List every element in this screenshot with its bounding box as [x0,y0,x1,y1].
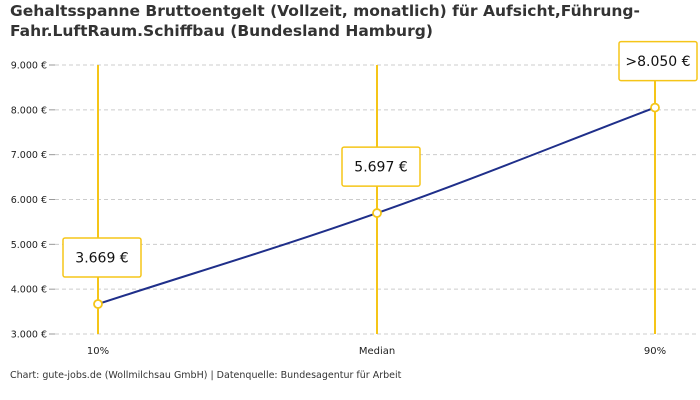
y-tick-label: 5.000 € [11,240,47,251]
chart-footer: Chart: gute-jobs.de (Wollmilchsau GmbH) … [10,370,402,381]
y-tick-label: 3.000 € [11,330,47,341]
data-point [93,299,103,309]
y-tick-label: 7.000 € [11,150,47,161]
x-tick-label: 90% [644,346,666,357]
x-tick-label: Median [359,346,395,357]
value-label: 3.669 € [75,251,128,267]
value-label-box [618,40,698,82]
value-label: 5.697 € [354,160,407,176]
chart-title: Gehaltsspanne Bruttoentgelt (Vollzeit, m… [10,2,640,40]
y-tick-label: 6.000 € [11,195,47,206]
data-point [372,208,382,218]
y-tick-label: 8.000 € [11,105,47,116]
data-point [650,102,660,113]
value-label-box [341,146,421,187]
y-tick-label: 9.000 € [11,61,47,72]
value-label-box [62,237,142,278]
value-label: >8.050 € [625,54,690,70]
x-tick-label: 10% [87,346,109,357]
y-tick-label: 4.000 € [11,285,47,296]
